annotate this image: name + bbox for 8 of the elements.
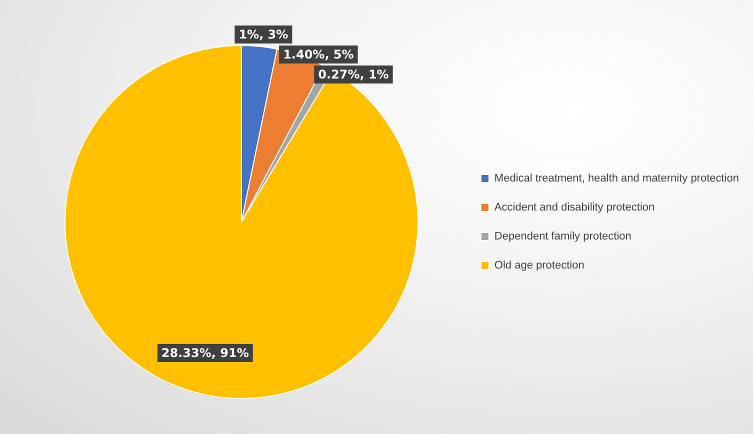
legend-label: Old age protection	[494, 260, 584, 272]
legend-label: Accident and disability protection	[494, 202, 655, 214]
legend-label: Medical treatment, health and maternity protection	[494, 172, 740, 185]
data-label: 1%, 3%	[238, 28, 288, 42]
legend-label: Dependent family protection	[494, 230, 632, 243]
data-label: 28.33%, 91%	[161, 346, 249, 360]
data-label: 1.40%, 5%	[283, 48, 354, 62]
data-label: 0.27%, 1%	[318, 68, 389, 82]
